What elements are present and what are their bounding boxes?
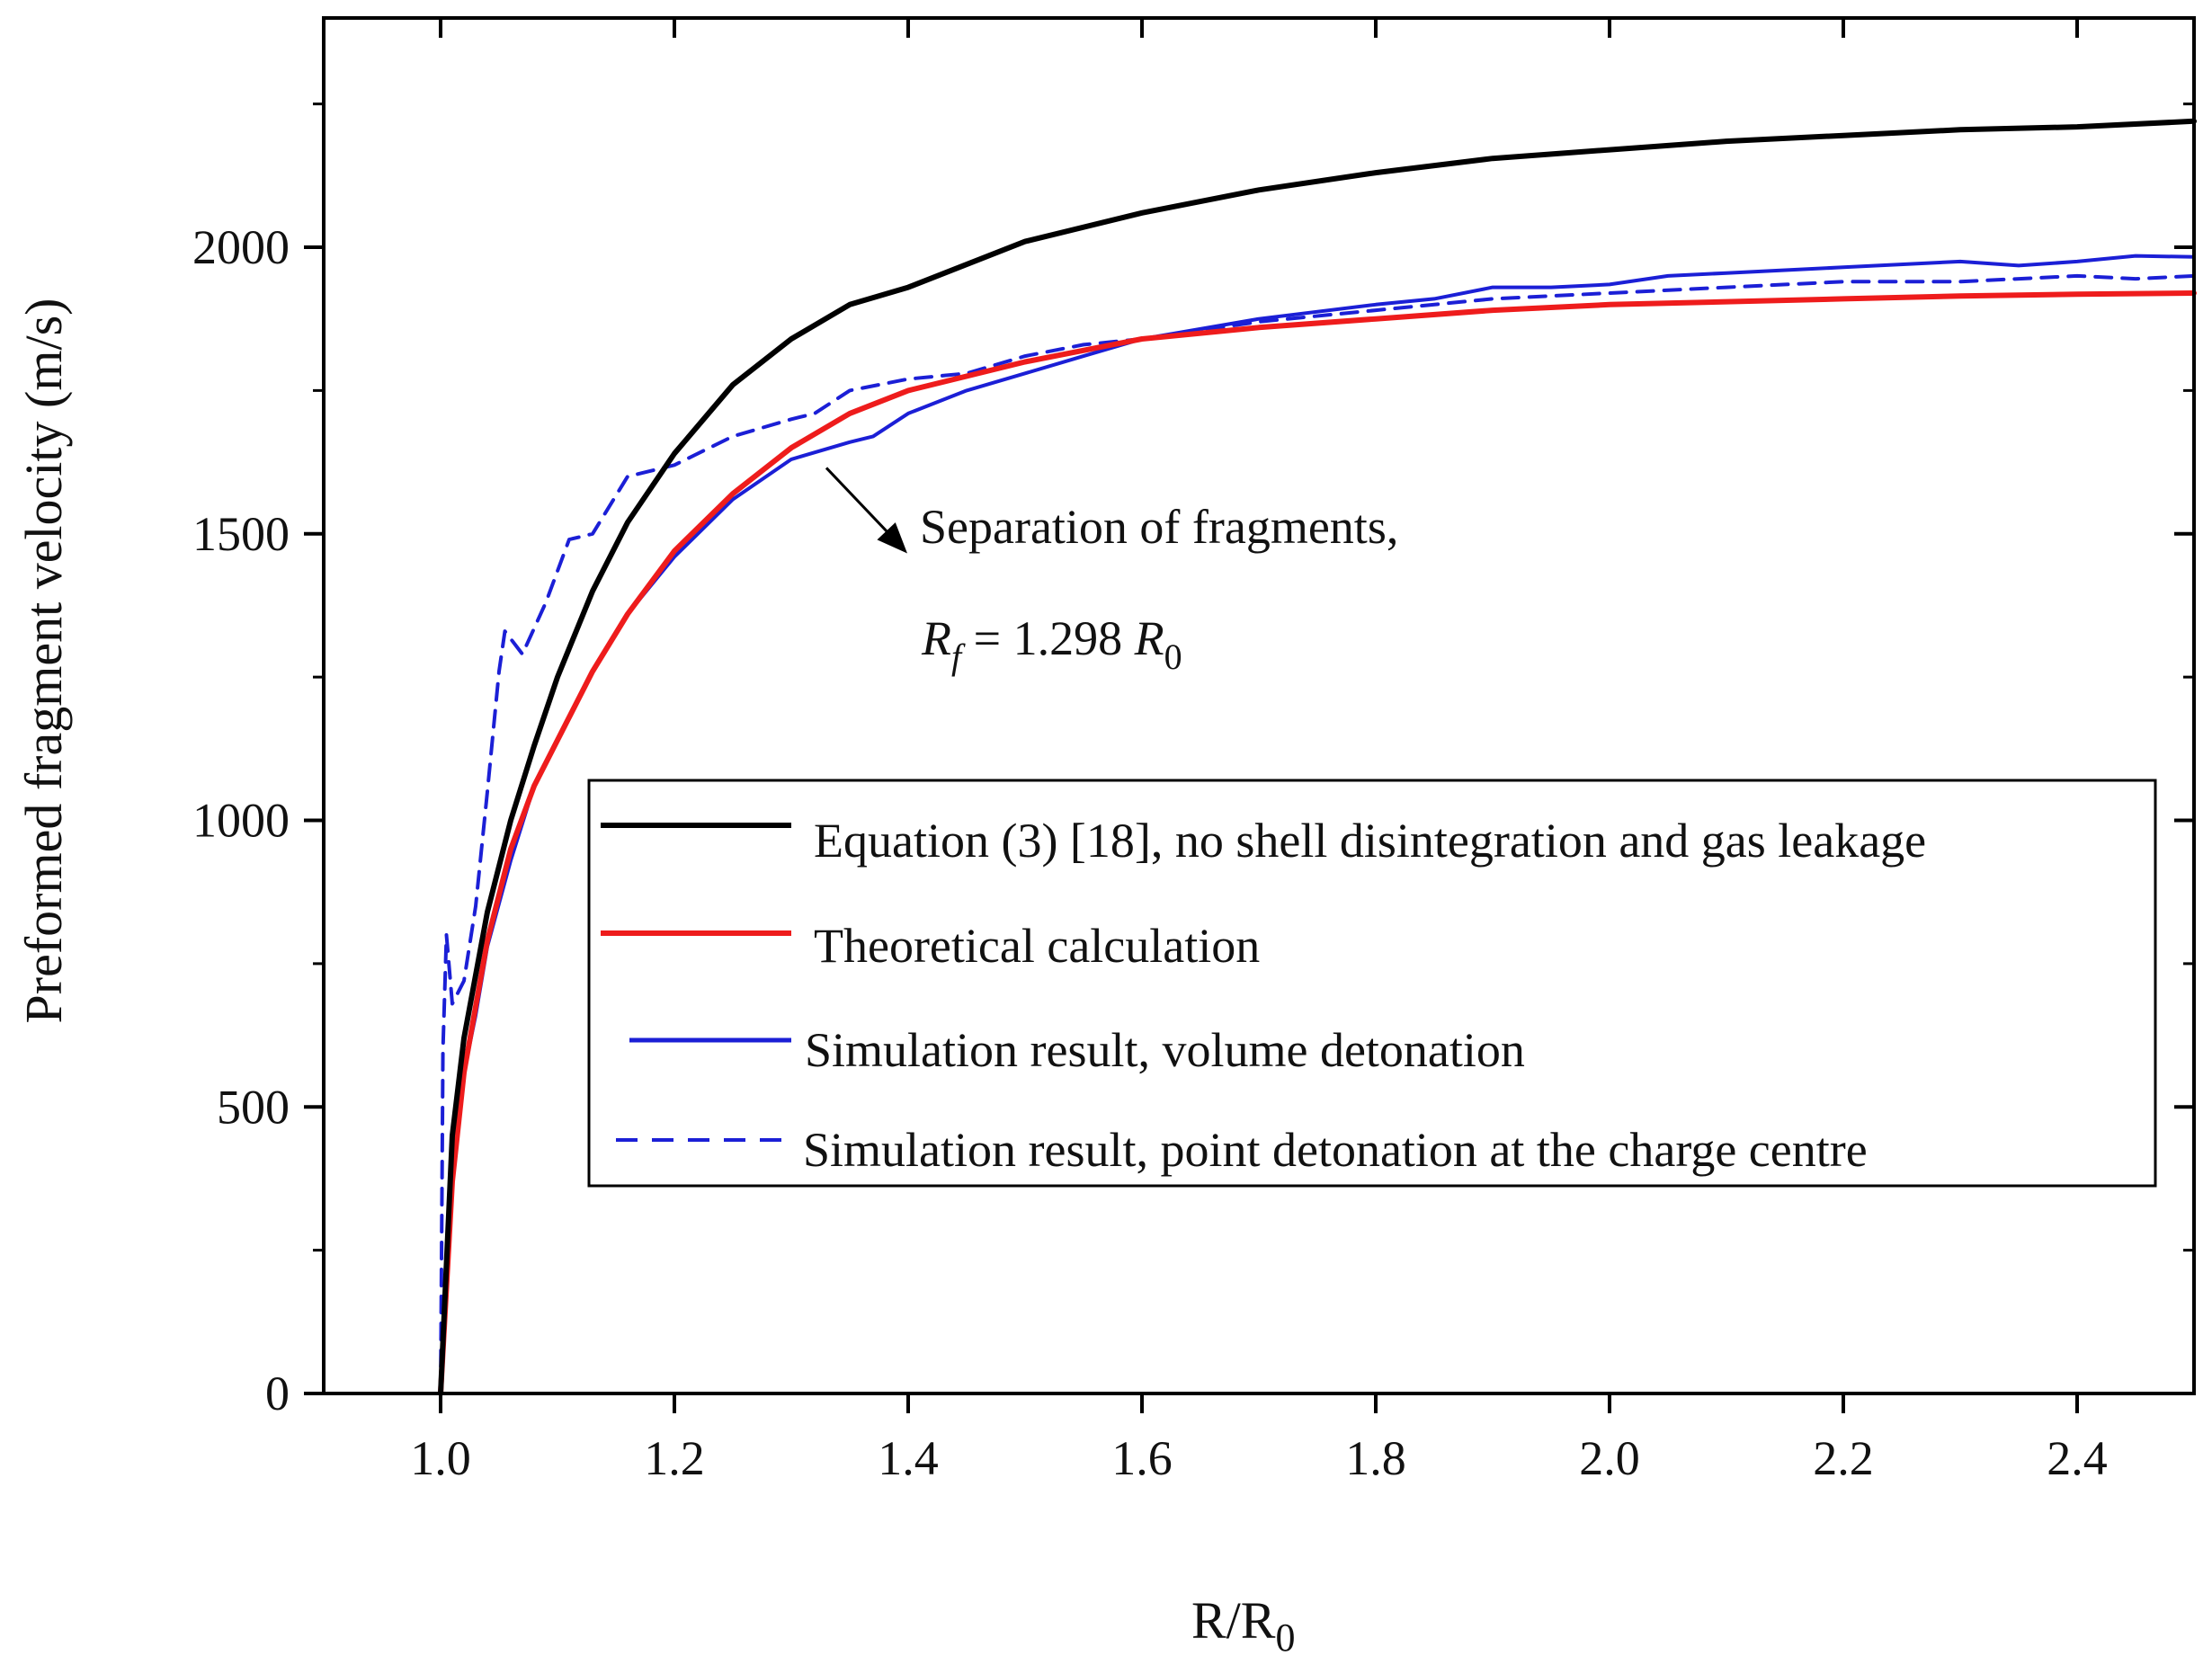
x-tick-label-3: 1.6 [1111, 1431, 1173, 1485]
x-axis-title-sub: 0 [1276, 1616, 1296, 1656]
x-tick-label-1: 1.2 [644, 1431, 705, 1485]
legend-label-theoretical: Theoretical calculation [814, 919, 1260, 973]
annotation-rf-part-4: 0 [1164, 637, 1182, 677]
x-tick-label-2: 1.4 [878, 1431, 939, 1485]
annotation-rf-part-3: R [1134, 611, 1164, 665]
annotation-rf-formula: Rf = 1.298 R0 [921, 611, 1182, 677]
y-tick-label-1: 500 [217, 1080, 290, 1134]
x-tick-label-5: 2.0 [1579, 1431, 1640, 1485]
series-line-0 [438, 118, 2197, 1396]
x-tick-label-6: 2.2 [1813, 1431, 1874, 1485]
annotation-separation-text: Separation of fragments, [920, 500, 1398, 554]
series-line-1 [438, 290, 2197, 1396]
annotation-arrow [825, 467, 907, 554]
series-line-3 [439, 273, 2196, 1395]
legend-box [587, 779, 2157, 1188]
annotation-arrow-head [877, 522, 907, 554]
x-tick-label-0: 1.0 [410, 1431, 471, 1485]
legend-label-volume: Simulation result, volume detonation [805, 1023, 1525, 1077]
axes-layer [322, 16, 2196, 1395]
legend: Equation (3) [18], no shell disintegrati… [587, 779, 2157, 1188]
y-tick-label-2: 1000 [192, 794, 290, 848]
x-tick-label-4: 1.8 [1345, 1431, 1406, 1485]
annotation-rf-part-0: R [921, 611, 951, 665]
y-axis-title: Preformed fragment velocity (m/s) [14, 298, 73, 1024]
series-layer [438, 118, 2197, 1396]
y-tick-label-3: 1500 [192, 507, 290, 561]
x-tick-label-7: 2.4 [2047, 1431, 2108, 1485]
legend-label-equation: Equation (3) [18], no shell disintegrati… [814, 814, 1926, 868]
legend-label-point: Simulation result, point detonation at t… [803, 1123, 1868, 1177]
annotation-arrow-line [825, 467, 898, 543]
x-axis-title-main: R/R [1191, 1591, 1276, 1650]
plot-frame [322, 16, 2196, 1395]
y-tick-label-0: 0 [265, 1367, 290, 1420]
x-axis-title: R/R0 [1191, 1591, 1296, 1656]
y-tick-label-4: 2000 [192, 220, 290, 274]
annotation-rf-part-2: = 1.298 [961, 611, 1134, 665]
tick-layer: 1.0 1.2 1.4 1.6 1.8 2.0 2.2 2.4 0 500 1000 1500 2000 [192, 18, 2194, 1485]
